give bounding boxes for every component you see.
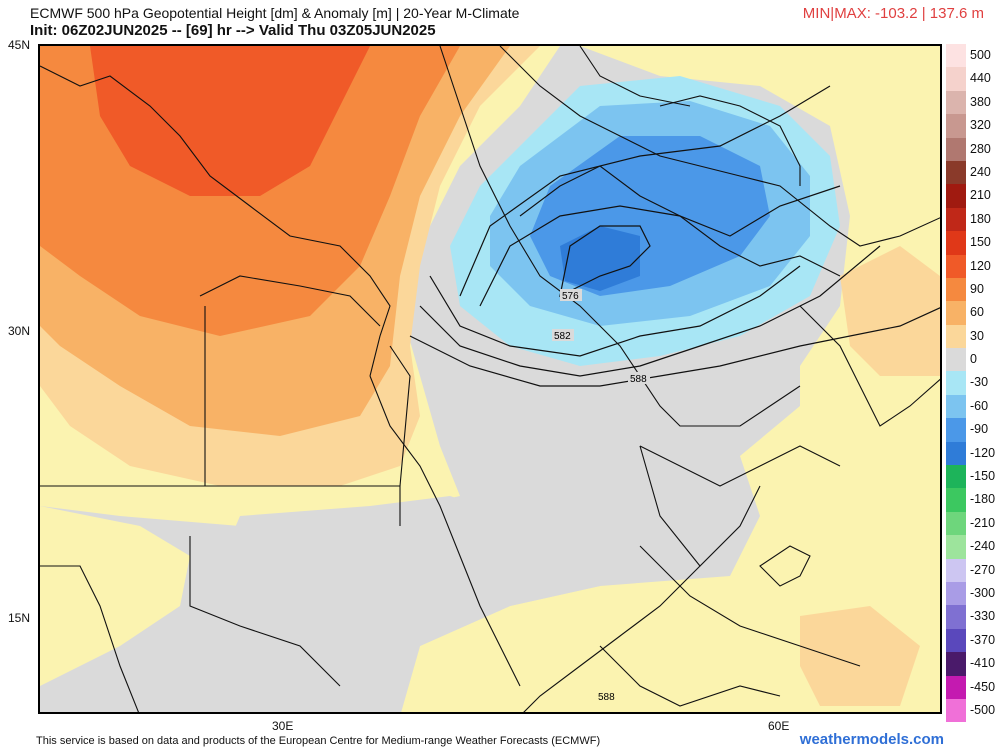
color-scale-swatch bbox=[946, 160, 966, 185]
color-scale-swatch bbox=[946, 465, 966, 489]
color-scale-swatch bbox=[946, 277, 966, 302]
color-scale-label: -300 bbox=[970, 585, 996, 600]
color-scale-swatch bbox=[946, 348, 966, 372]
positive-anomaly-red-orange bbox=[90, 46, 370, 196]
color-scale-bar bbox=[946, 44, 966, 723]
color-scale-swatch bbox=[946, 301, 966, 325]
color-scale-swatch bbox=[946, 324, 966, 349]
positive-anomaly-yellow-east bbox=[401, 46, 940, 712]
color-scale-swatch bbox=[946, 558, 966, 582]
contour-label-bg bbox=[552, 329, 574, 341]
color-scale-swatch bbox=[946, 184, 966, 208]
lon-label-30e: 30E bbox=[272, 719, 294, 733]
color-scale-label: -180 bbox=[970, 492, 996, 507]
color-scale-label: -410 bbox=[970, 656, 996, 671]
contour-label-582: 582 bbox=[554, 331, 571, 342]
contour-label-bg bbox=[560, 289, 582, 301]
contour-label-588: 588 bbox=[630, 374, 647, 385]
lat-label-30n: 30N bbox=[8, 324, 31, 338]
color-scale-label: 440 bbox=[970, 71, 991, 86]
color-scale-swatch bbox=[946, 114, 966, 138]
anomaly-map: 576 582 588 588 bbox=[38, 44, 942, 714]
color-scale-label: 0 bbox=[970, 352, 977, 367]
map-canvas: 576 582 588 588 bbox=[40, 46, 940, 712]
positive-anomaly-light-orange-east bbox=[840, 246, 940, 376]
color-scale-swatch bbox=[946, 418, 966, 442]
color-scale-label: -370 bbox=[970, 632, 996, 647]
positive-anomaly-light-orange-se bbox=[800, 606, 920, 706]
color-scale-label: -330 bbox=[970, 609, 996, 624]
contour-label-576: 576 bbox=[562, 291, 579, 302]
watermark-link[interactable]: weathermodels.com bbox=[799, 731, 944, 748]
color-scale-label: 500 bbox=[970, 48, 991, 62]
color-scale-swatch bbox=[946, 207, 966, 232]
color-scale-label: -270 bbox=[970, 562, 996, 577]
color-scale-swatch bbox=[946, 394, 966, 419]
color-scale-label: 30 bbox=[970, 328, 984, 343]
min-max-readout: MIN|MAX: -103.2 | 137.6 m bbox=[802, 5, 984, 22]
init-valid-line: Init: 06Z02JUN2025 -- [69] hr --> Valid … bbox=[30, 22, 436, 39]
color-scale-label: -150 bbox=[970, 469, 996, 484]
color-scale-label: -450 bbox=[970, 679, 996, 694]
color-scale-swatch bbox=[946, 581, 966, 606]
color-scale-swatch bbox=[946, 44, 966, 68]
color-scale-label: 150 bbox=[970, 235, 991, 250]
color-scale-labels: 500 440 380 320 280 240 210 180 150 120 90 60 30 0 -30… bbox=[970, 44, 1000, 722]
color-scale-swatch bbox=[946, 535, 966, 559]
map-title: ECMWF 500 hPa Geopotential Height [dm] &… bbox=[30, 5, 520, 21]
contour-label-588-south: 588 bbox=[598, 692, 615, 703]
ecmwf-disclaimer: This service is based on data and produc… bbox=[36, 735, 601, 747]
color-scale-label: -240 bbox=[970, 539, 996, 554]
color-scale-swatch bbox=[946, 90, 966, 115]
color-scale-swatch bbox=[946, 698, 966, 723]
color-scale-label: -30 bbox=[970, 375, 989, 390]
neutral-pocket-south bbox=[160, 496, 600, 712]
color-scale-label: 280 bbox=[970, 141, 991, 156]
positive-anomaly-yellow-south bbox=[40, 506, 190, 686]
color-scale-swatch bbox=[946, 652, 966, 676]
color-scale-label: -90 bbox=[970, 422, 989, 437]
color-scale-swatch bbox=[946, 67, 966, 91]
color-scale-swatch bbox=[946, 488, 966, 512]
color-scale-swatch bbox=[946, 441, 966, 466]
color-scale-label: -210 bbox=[970, 515, 996, 530]
lat-label-45n: 45N bbox=[8, 38, 31, 52]
color-scale-label: 380 bbox=[970, 94, 991, 109]
color-scale-label: 320 bbox=[970, 118, 991, 133]
color-scale-swatch bbox=[946, 511, 966, 536]
color-scale-swatch bbox=[946, 675, 966, 699]
contour-label-bg bbox=[628, 372, 650, 384]
color-scale-swatch bbox=[946, 628, 966, 653]
color-scale-label: 120 bbox=[970, 258, 991, 273]
color-scale-label: -500 bbox=[970, 702, 996, 717]
height-contours bbox=[409, 85, 940, 387]
color-scale-swatch bbox=[946, 371, 966, 395]
color-scale-label: 210 bbox=[970, 188, 991, 203]
lon-label-60e: 60E bbox=[768, 719, 790, 733]
lat-label-15n: 15N bbox=[8, 611, 31, 625]
color-scale-label: 60 bbox=[970, 305, 984, 320]
color-scale-label: 180 bbox=[970, 211, 991, 226]
negative-anomaly-core bbox=[560, 226, 640, 291]
color-scale-label: -120 bbox=[970, 445, 996, 460]
color-scale-label: -60 bbox=[970, 398, 989, 413]
color-scale-swatch bbox=[946, 231, 966, 255]
color-scale-swatch bbox=[946, 254, 966, 278]
color-scale-swatch bbox=[946, 137, 966, 161]
color-scale-label: 90 bbox=[970, 281, 984, 296]
color-scale-label: 240 bbox=[970, 164, 991, 179]
color-scale-swatch bbox=[946, 605, 966, 629]
contour-label-bg bbox=[596, 690, 618, 702]
